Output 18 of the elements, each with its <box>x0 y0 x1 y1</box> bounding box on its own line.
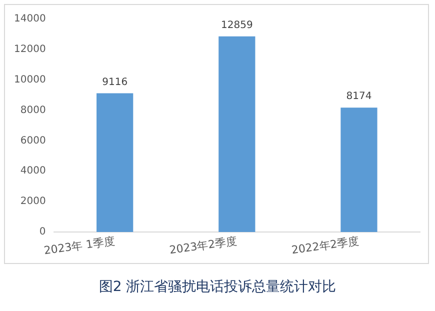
data-label: 8174 <box>346 91 372 102</box>
y-tick-label: 8000 <box>20 104 46 116</box>
y-tick-label: 2000 <box>20 196 46 208</box>
y-tick-label: 0 <box>39 226 46 238</box>
y-tick-label: 12000 <box>14 44 46 56</box>
bar <box>340 108 378 232</box>
y-tick-label: 6000 <box>20 135 46 146</box>
text: 图2 浙江省骚扰电话投诉总量统计对比 <box>98 278 338 296</box>
y-tick-label: 10000 <box>14 74 46 86</box>
y-tick-label: 4000 <box>20 166 46 177</box>
bar <box>96 93 134 232</box>
x-tick-label: 2023年 1季度 <box>43 234 116 258</box>
data-label: 12859 <box>221 20 253 31</box>
bar <box>218 36 256 232</box>
x-tick-label: 2022年2季度 <box>290 234 360 257</box>
data-label: 9116 <box>102 76 128 88</box>
y-tick-label: 14000 <box>14 14 46 25</box>
x-tick-label: 2023年2季度 <box>168 234 238 257</box>
